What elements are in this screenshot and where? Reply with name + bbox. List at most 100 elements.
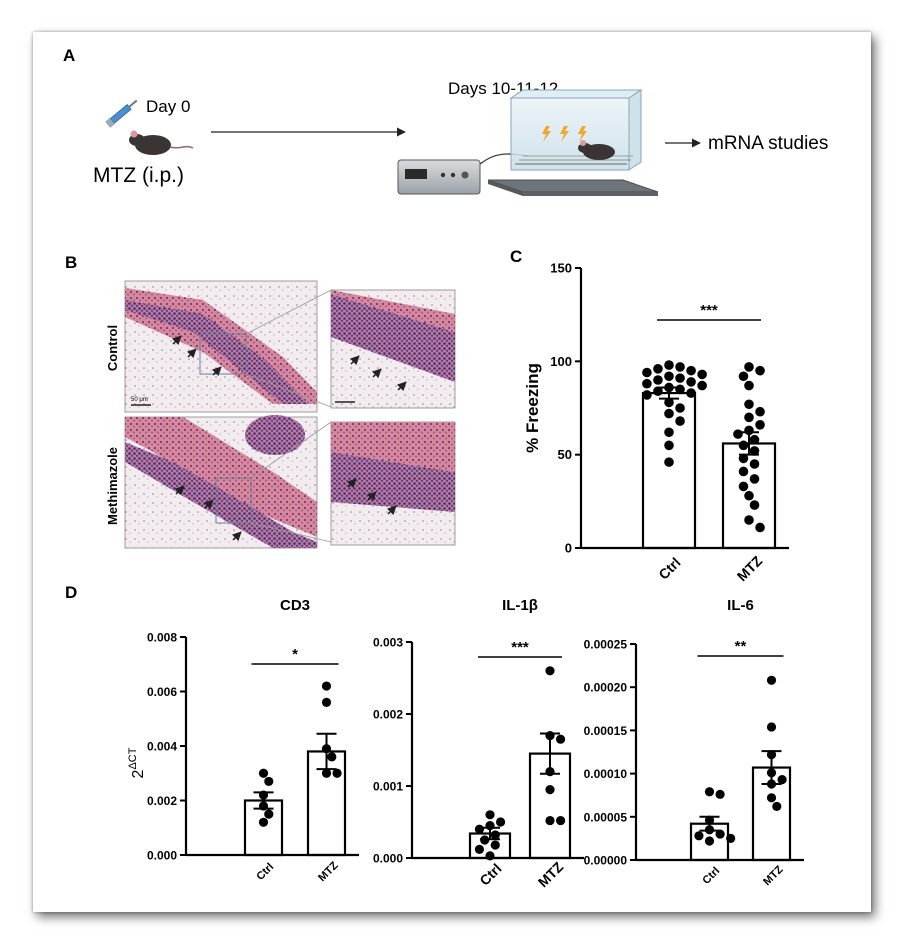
y-tick-label: 0.008 bbox=[147, 631, 177, 645]
histology-control-zoom bbox=[330, 289, 456, 409]
freezing-chart: 0 50 100 150 % Freezing Ctrl MTZ *** bbox=[523, 261, 789, 584]
outcome-label: mRNA studies bbox=[708, 133, 828, 154]
data-point bbox=[474, 844, 485, 854]
data-point bbox=[642, 390, 652, 400]
data-point bbox=[555, 734, 566, 744]
data-point bbox=[744, 380, 754, 391]
data-point bbox=[485, 810, 495, 820]
data-point bbox=[664, 408, 674, 419]
data-point bbox=[675, 373, 685, 383]
data-point bbox=[545, 731, 555, 741]
y-tick-label: 0.00010 bbox=[584, 767, 628, 781]
data-point bbox=[766, 722, 777, 732]
y-tick-label: 0.001 bbox=[373, 780, 403, 794]
data-point bbox=[480, 835, 490, 845]
conditioning-chamber-icon bbox=[487, 89, 659, 196]
y-tick-label: 0.003 bbox=[373, 636, 403, 650]
data-point bbox=[755, 406, 765, 417]
data-point bbox=[258, 768, 269, 778]
data-point bbox=[642, 367, 652, 378]
data-point bbox=[545, 666, 555, 676]
panel-c-letter: C bbox=[510, 247, 522, 266]
syringe-icon bbox=[105, 99, 138, 128]
histology-control-overview: 50 μm bbox=[124, 280, 318, 413]
panel-b: B Control Methimazole 50 μm bbox=[65, 253, 456, 549]
data-point bbox=[738, 481, 749, 492]
il1b-chart: IL-1β 0.000 0.001 0.002 0.003 Ctrl MTZ *** bbox=[373, 597, 584, 890]
data-point bbox=[686, 365, 696, 376]
significance-label: * bbox=[292, 646, 298, 663]
data-point bbox=[738, 371, 749, 382]
data-point bbox=[686, 388, 696, 398]
data-point bbox=[545, 785, 555, 795]
il6-chart: IL-6 0.00000 0.00005 0.00010 0.00015 0.00020 0… bbox=[584, 597, 804, 888]
data-point bbox=[675, 362, 685, 372]
data-point bbox=[664, 440, 674, 451]
data-point bbox=[704, 836, 715, 846]
y-axis-label: % Freezing bbox=[523, 363, 542, 453]
mouse-icon bbox=[129, 130, 194, 155]
significance-label: *** bbox=[700, 302, 718, 319]
treatment-label: MTZ (i.p.) bbox=[93, 164, 184, 187]
data-point bbox=[749, 446, 760, 456]
chart-title: IL-1β bbox=[502, 597, 538, 614]
row-label-methimazole: Methimazole bbox=[105, 447, 120, 525]
category-label-mtz: MTZ bbox=[535, 858, 567, 890]
data-point bbox=[675, 403, 685, 413]
category-label-ctrl: Ctrl bbox=[254, 861, 276, 883]
data-point bbox=[704, 787, 715, 797]
data-point bbox=[744, 490, 754, 501]
data-point bbox=[545, 815, 555, 826]
data-point bbox=[744, 362, 754, 372]
category-label-ctrl: Ctrl bbox=[476, 860, 504, 888]
y-tick-label: 0.004 bbox=[147, 740, 177, 754]
y-tick-label: 150 bbox=[550, 261, 572, 276]
data-point bbox=[485, 821, 495, 831]
shared-ylabel: 2ΔCT bbox=[127, 747, 147, 778]
data-point bbox=[697, 369, 707, 380]
y-tick-label: 0.00000 bbox=[584, 854, 628, 868]
panel-a: A Day 0 MTZ (i.p.) Days 10-11-12 bbox=[63, 46, 828, 196]
histology-methimazole-overview bbox=[124, 415, 318, 549]
data-point bbox=[704, 815, 715, 825]
data-point bbox=[664, 397, 674, 408]
data-point bbox=[332, 768, 342, 778]
data-point bbox=[495, 817, 506, 827]
data-point bbox=[653, 375, 663, 385]
data-point bbox=[744, 399, 754, 410]
y-tick-label: 0.006 bbox=[147, 685, 177, 699]
data-point bbox=[321, 768, 332, 778]
data-point bbox=[664, 382, 674, 393]
figure-canvas: A Day 0 MTZ (i.p.) Days 10-11-12 bbox=[63, 46, 828, 890]
y-tick-label: 0.000 bbox=[147, 849, 177, 863]
data-point bbox=[697, 380, 707, 391]
y-tick-label: 0.002 bbox=[147, 794, 177, 808]
data-point bbox=[321, 681, 332, 691]
data-point bbox=[321, 697, 332, 708]
data-point bbox=[766, 749, 777, 760]
data-point bbox=[744, 425, 754, 436]
data-point bbox=[675, 416, 685, 426]
chart-title: IL-6 bbox=[727, 597, 754, 614]
figure-card: A Day 0 MTZ (i.p.) Days 10-11-12 bbox=[33, 32, 871, 912]
y-tick-label: 0.00005 bbox=[584, 810, 628, 824]
data-point bbox=[664, 457, 674, 467]
data-point bbox=[555, 815, 566, 826]
data-point bbox=[755, 420, 765, 430]
data-point bbox=[726, 833, 736, 844]
data-point bbox=[766, 793, 777, 803]
data-point bbox=[642, 378, 652, 389]
data-point bbox=[664, 371, 674, 382]
data-point bbox=[715, 789, 725, 799]
histology-methimazole-zoom bbox=[330, 421, 456, 546]
data-point bbox=[704, 825, 715, 835]
y-tick-label: 50 bbox=[558, 447, 572, 462]
scale-bar-label: 50 μm bbox=[131, 397, 148, 403]
data-point bbox=[490, 840, 500, 850]
data-point bbox=[766, 779, 777, 789]
panel-d-letter: D bbox=[65, 583, 77, 602]
data-point bbox=[490, 830, 500, 840]
y-tick-label: 0 bbox=[565, 541, 572, 556]
y-tick-label: 0.002 bbox=[373, 708, 403, 722]
data-point bbox=[715, 829, 725, 839]
